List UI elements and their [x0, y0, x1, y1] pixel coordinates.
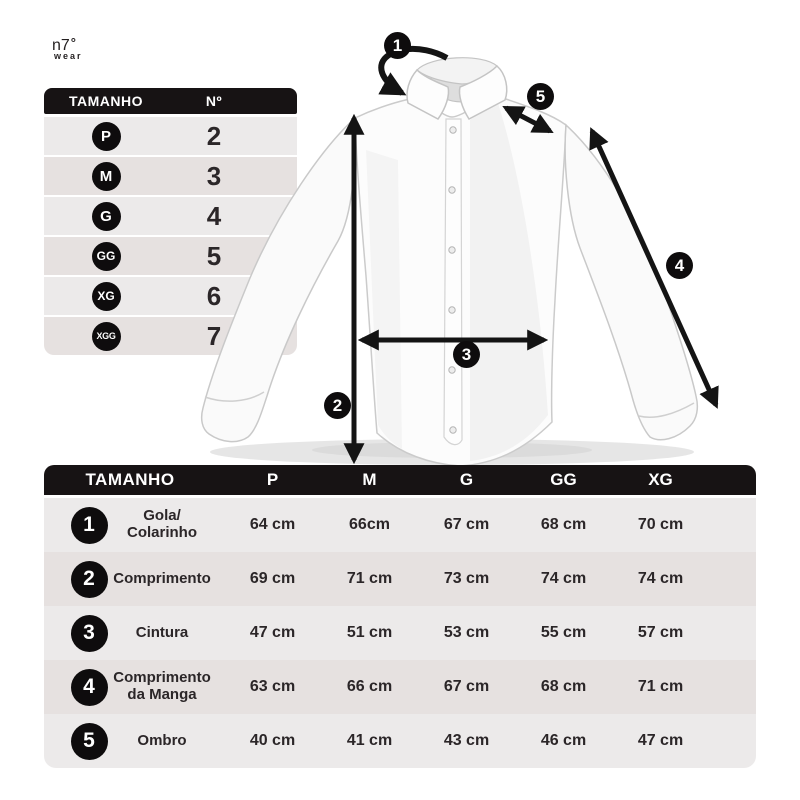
size-badge-m: M	[91, 161, 121, 191]
brand-tagline: wear	[54, 51, 83, 61]
measure-value: 57 cm	[637, 624, 684, 641]
size-number: 5	[206, 240, 222, 271]
marker-3-waist: 3	[453, 341, 480, 368]
row-label: Gola/Colarinho	[127, 507, 197, 541]
measure-value: 63 cm	[249, 678, 296, 695]
registered-mark-icon: °	[70, 35, 76, 50]
measure-value: 41 cm	[346, 732, 393, 749]
measurement-table: TAMANHO P M G GG XG 1 Gola/Colarinho 64 …	[44, 465, 756, 768]
header-size-g: G	[459, 470, 474, 489]
measure-value: 51 cm	[346, 624, 393, 641]
row-label: Cintura	[135, 623, 189, 641]
header-size-xg: XG	[648, 470, 673, 489]
marker-4-sleeve: 4	[666, 252, 693, 279]
row-number-badge: 4	[70, 668, 108, 706]
shirt-collar-left-flap	[406, 68, 450, 120]
size-number: 3	[206, 160, 222, 191]
shirt-shading-right	[470, 100, 548, 461]
size-number: 2	[206, 120, 222, 151]
size-badge-xg: XG	[91, 281, 121, 311]
measure-value: 74 cm	[540, 570, 587, 587]
shoulder-measure-arrow	[502, 105, 554, 134]
row-label: Ombro	[137, 731, 187, 749]
measure-value: 71 cm	[346, 570, 393, 587]
floor-shadow-dark	[312, 442, 592, 458]
marker-5-shoulder: 5	[527, 83, 554, 110]
row-number-badge: 5	[70, 722, 108, 760]
shirt-right-cuff-line	[638, 402, 695, 418]
size-number: 6	[206, 280, 222, 311]
shirt-neck-opening	[423, 71, 498, 103]
marker-2-length: 2	[324, 392, 351, 419]
measure-value: 47 cm	[249, 624, 296, 641]
header-tamanho: TAMANHO	[68, 93, 143, 109]
shirt-collar-right-flap	[458, 64, 508, 120]
measure-value: 43 cm	[443, 732, 490, 749]
size-number-table-header: TAMANHO Nº	[44, 88, 297, 114]
measure-row-cintura: 3 Cintura 47 cm 51 cm 53 cm 55 cm 57 cm	[44, 606, 756, 660]
measure-value: 68 cm	[540, 516, 587, 533]
sleeve-measure-arrow	[589, 127, 719, 409]
brand-name: n7	[52, 37, 70, 54]
marker-1-collar: 1	[384, 32, 411, 59]
size-row-gg: GG 5	[44, 237, 297, 275]
floor-shadow	[210, 439, 694, 465]
shirt-right-sleeve	[564, 123, 699, 441]
size-row-p: P 2	[44, 117, 297, 155]
measure-value: 74 cm	[637, 570, 684, 587]
row-number-badge: 1	[70, 506, 108, 544]
shirt-buttons	[448, 126, 457, 434]
measure-value: 47 cm	[637, 732, 684, 749]
row-label: Comprimento da Manga	[113, 669, 211, 703]
size-row-xg: XG 6	[44, 277, 297, 315]
measure-value: 73 cm	[443, 570, 490, 587]
measure-value: 67 cm	[443, 516, 490, 533]
measure-value: 55 cm	[540, 624, 587, 641]
header-size-gg: GG	[550, 470, 577, 489]
measure-row-manga: 4 Comprimento da Manga 63 cm 66 cm 67 cm …	[44, 660, 756, 714]
row-number-badge: 2	[70, 560, 108, 598]
brand-logo-top: n7 °	[52, 35, 83, 54]
shirt-left-cuff-line	[204, 391, 265, 402]
size-row-g: G 4	[44, 197, 297, 235]
measure-value: 70 cm	[637, 516, 684, 533]
measure-value: 64 cm	[249, 516, 296, 533]
row-label: Comprimento	[113, 569, 211, 587]
measure-value: 46 cm	[540, 732, 587, 749]
measure-row-comprimento: 2 Comprimento 69 cm 71 cm 73 cm 74 cm 74…	[44, 552, 756, 606]
size-row-xgg: XGG 7	[44, 317, 297, 355]
measure-value: 69 cm	[249, 570, 296, 587]
measure-value: 71 cm	[637, 678, 684, 695]
shirt-body	[354, 95, 567, 467]
shirt-collar-band	[416, 57, 498, 85]
size-number: 4	[206, 200, 222, 231]
measure-value: 40 cm	[249, 732, 296, 749]
measurement-table-header: TAMANHO P M G GG XG	[44, 465, 756, 495]
measure-value: 67 cm	[443, 678, 490, 695]
size-badge-g: G	[91, 201, 121, 231]
shirt-shading-left	[366, 150, 402, 449]
size-badge-gg: GG	[91, 241, 121, 271]
size-badge-xgg: XGG	[91, 321, 121, 351]
measure-row-ombro: 5 Ombro 40 cm 41 cm 43 cm 46 cm 47 cm	[44, 714, 756, 768]
size-badge-p: P	[91, 121, 121, 151]
shirt-placket	[443, 118, 463, 446]
size-number-table: TAMANHO Nº P 2 M 3 G 4 GG 5 XG 6 XGG 7	[44, 88, 297, 355]
measure-value: 66cm	[349, 516, 390, 533]
measure-row-gola: 1 Gola/Colarinho 64 cm 66cm 67 cm 68 cm …	[44, 498, 756, 552]
measure-value: 68 cm	[540, 678, 587, 695]
size-number: 7	[206, 320, 222, 351]
size-row-m: M 3	[44, 157, 297, 195]
row-number-badge: 3	[70, 614, 108, 652]
header-tamanho: TAMANHO	[85, 470, 175, 489]
header-numero: Nº	[205, 93, 223, 109]
measure-value: 53 cm	[443, 624, 490, 641]
header-size-p: P	[266, 470, 279, 489]
measure-value: 66 cm	[346, 678, 393, 695]
brand-logo: n7 ° wear	[52, 35, 83, 61]
header-size-m: M	[362, 470, 377, 489]
